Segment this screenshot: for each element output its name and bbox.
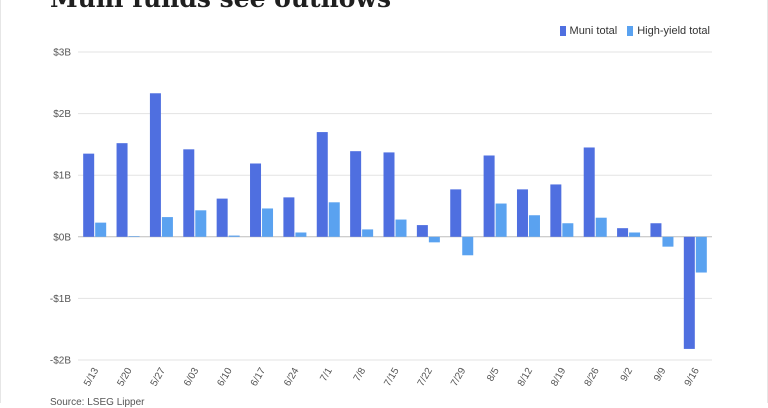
x-tick-label: 9/9 — [652, 366, 669, 384]
x-tick-label: 7/8 — [352, 366, 369, 384]
bar-muni-total — [350, 151, 362, 237]
bar-muni-total — [250, 163, 262, 237]
bar-high-yield-total — [362, 229, 374, 237]
y-tick-label: $0B — [53, 232, 71, 243]
bar-muni-total — [316, 132, 328, 237]
bar-high-yield-total — [495, 203, 507, 237]
bar-high-yield-total — [161, 217, 173, 237]
x-tick-label: 9/2 — [619, 366, 636, 384]
bar-muni-total — [650, 223, 662, 237]
x-tick-label: 8/12 — [516, 366, 535, 389]
chart-title: Muni funds see outflows — [50, 0, 391, 13]
x-tick-label: 6/10 — [215, 366, 234, 389]
x-tick-label: 7/22 — [416, 366, 435, 389]
bar-high-yield-total — [462, 236, 474, 256]
y-tick-label: $1B — [53, 171, 71, 182]
bar-muni-total — [483, 155, 495, 237]
legend-label-high-yield: High-yield total — [637, 25, 710, 37]
y-tick-label: -$2B — [50, 356, 71, 367]
bar-muni-total — [83, 153, 95, 237]
bar-high-yield-total — [228, 235, 240, 237]
bar-muni-total — [116, 143, 128, 237]
bar-high-yield-total — [195, 210, 207, 237]
x-tick-label: 6/17 — [249, 366, 268, 389]
bar-muni-total — [550, 184, 562, 237]
bar-high-yield-total — [562, 223, 574, 237]
bar-high-yield-total — [295, 232, 307, 237]
legend-swatch-high-yield — [627, 26, 634, 36]
y-tick-label: $2B — [53, 109, 71, 120]
chart-legend: Muni total High-yield total — [559, 25, 710, 37]
bar-muni-total — [516, 189, 528, 237]
bar-muni-total — [216, 198, 228, 237]
bar-muni-total — [583, 147, 595, 237]
bar-high-yield-total — [128, 236, 140, 237]
bar-high-yield-total — [262, 208, 274, 237]
legend-item-high-yield: High-yield total — [627, 25, 710, 37]
bar-high-yield-total — [395, 219, 407, 237]
bar-muni-total — [683, 236, 695, 349]
bar-high-yield-total — [428, 236, 440, 243]
x-tick-label: 9/16 — [683, 366, 702, 389]
legend-label-muni: Muni total — [569, 25, 618, 37]
bar-muni-total — [149, 93, 161, 237]
bar-high-yield-total — [528, 215, 540, 237]
x-tick-label: 5/20 — [115, 366, 134, 389]
bar-high-yield-total — [662, 236, 674, 247]
x-tick-label: 8/19 — [549, 366, 568, 389]
x-tick-label: 6/24 — [282, 366, 301, 389]
bar-high-yield-total — [695, 236, 707, 273]
x-tick-label: 8/5 — [485, 366, 502, 384]
bar-muni-total — [283, 197, 295, 237]
bar-muni-total — [383, 152, 395, 237]
bar-muni-total — [450, 189, 462, 237]
bar-muni-total — [183, 149, 195, 237]
x-tick-label: 7/15 — [382, 366, 401, 389]
x-tick-label: 6/03 — [182, 366, 201, 389]
bar-muni-total — [416, 225, 428, 237]
x-tick-label: 5/27 — [149, 366, 168, 389]
bar-muni-total — [617, 228, 629, 237]
legend-swatch-muni — [559, 26, 566, 36]
x-tick-label: 7/29 — [449, 366, 468, 389]
bar-high-yield-total — [595, 217, 607, 237]
legend-item-muni: Muni total — [559, 25, 618, 37]
bar-high-yield-total — [328, 202, 340, 237]
bar-high-yield-total — [95, 222, 107, 237]
x-tick-label: 7/1 — [318, 366, 335, 384]
x-tick-label: 5/13 — [82, 366, 101, 389]
bar-high-yield-total — [629, 232, 641, 237]
y-tick-label: $3B — [53, 48, 71, 59]
x-tick-label: 8/26 — [583, 366, 602, 389]
y-tick-label: -$1B — [50, 294, 71, 305]
